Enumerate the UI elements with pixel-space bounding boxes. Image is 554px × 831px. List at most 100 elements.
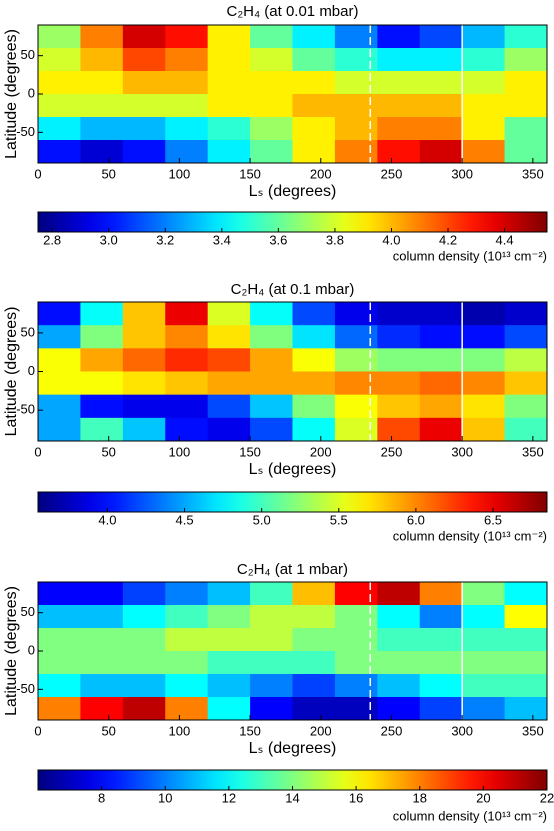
heat-cell <box>207 94 251 118</box>
heat-cell <box>504 628 547 652</box>
x-tick-label: 300 <box>451 166 473 181</box>
heat-cell <box>38 325 81 349</box>
heat-cell <box>250 628 293 652</box>
heat-cell <box>122 140 166 163</box>
heat-cell <box>377 394 421 419</box>
heat-cell <box>165 94 209 118</box>
heat-cell <box>122 417 166 441</box>
heat-cell <box>504 651 547 675</box>
heat-cell <box>462 140 506 163</box>
heat-cell <box>250 117 293 141</box>
x-axis-label: Lₛ (degrees) <box>249 740 337 757</box>
heat-cell <box>462 325 506 349</box>
heat-cell <box>462 697 506 720</box>
heat-cell <box>334 140 378 163</box>
heat-cell <box>207 371 251 396</box>
heat-cell <box>250 325 293 349</box>
heat-cell <box>334 71 378 95</box>
colorbar-tick-label: 20 <box>476 790 490 805</box>
heat-cell <box>377 94 421 118</box>
y-tick-label: -50 <box>16 124 35 139</box>
heat-cell <box>250 651 293 675</box>
heat-cell <box>504 48 547 72</box>
heat-cell <box>38 674 81 698</box>
y-tick-label: 0 <box>28 642 35 657</box>
colorbar-label: column density (10¹³ cm⁻²) <box>393 528 547 543</box>
colorbar-tick-label: 22 <box>540 790 554 805</box>
x-tick-label: 350 <box>522 166 544 181</box>
heat-cell <box>377 651 421 675</box>
heat-cell <box>80 674 124 698</box>
heatmap <box>38 302 547 441</box>
heat-cell <box>80 417 124 441</box>
heat-cell <box>292 48 336 72</box>
heat-cell <box>292 302 336 326</box>
heat-cell <box>334 394 378 419</box>
heat-cell <box>122 651 166 675</box>
heat-cell <box>462 25 506 49</box>
heat-cell <box>38 48 81 72</box>
heat-cell <box>207 582 251 606</box>
x-tick-label: 300 <box>451 444 473 459</box>
colorbar-tick-label: 16 <box>349 790 363 805</box>
heat-cell <box>377 674 421 698</box>
heat-cell <box>122 394 166 419</box>
heat-cell <box>462 394 506 419</box>
heat-cell <box>377 325 421 349</box>
colorbar-tick-label: 6.5 <box>484 512 502 527</box>
heat-cell <box>250 394 293 419</box>
heat-cell <box>504 348 547 372</box>
heat-cell <box>38 605 81 629</box>
x-tick-label: 100 <box>169 444 191 459</box>
x-tick-label: 200 <box>310 444 332 459</box>
colorbar-tick-label: 5.0 <box>253 512 271 527</box>
heat-cell <box>504 394 547 419</box>
heat-cell <box>80 348 124 372</box>
colorbar-tick-label: 5.5 <box>330 512 348 527</box>
heat-cell <box>165 71 209 95</box>
heat-cell <box>292 348 336 372</box>
x-tick-label: 150 <box>239 723 261 738</box>
heat-cell <box>250 582 293 606</box>
heat-cell <box>38 140 81 163</box>
heat-cell <box>334 582 378 606</box>
heat-cell <box>122 117 166 141</box>
heat-cell <box>207 628 251 652</box>
heat-cell <box>462 71 506 95</box>
heat-cell <box>462 674 506 698</box>
x-tick-label: 150 <box>239 166 261 181</box>
heat-cell <box>122 302 166 326</box>
heat-cell <box>504 674 547 698</box>
heat-cell <box>377 48 421 72</box>
heat-cell <box>419 651 463 675</box>
x-axis-label: Lₛ (degrees) <box>249 183 337 200</box>
y-tick-label: -50 <box>16 402 35 417</box>
heat-cell <box>504 325 547 349</box>
heat-cell <box>250 71 293 95</box>
heat-cell <box>419 674 463 698</box>
heat-cell <box>122 582 166 606</box>
heat-cell <box>207 605 251 629</box>
heat-cell <box>419 348 463 372</box>
heat-cell <box>207 71 251 95</box>
heat-cell <box>462 117 506 141</box>
heat-cell <box>462 417 506 441</box>
heat-cell <box>165 302 209 326</box>
heat-cell <box>165 417 209 441</box>
heat-cell <box>462 371 506 396</box>
heat-cell <box>80 394 124 419</box>
y-tick-label: 50 <box>21 324 35 339</box>
heat-cell <box>462 605 506 629</box>
heat-cell <box>292 628 336 652</box>
heat-cell <box>38 628 81 652</box>
heat-cell <box>80 140 124 163</box>
heat-cell <box>38 94 81 118</box>
heat-cell <box>165 582 209 606</box>
heat-cell <box>377 582 421 606</box>
heat-cell <box>419 25 463 49</box>
heat-cell <box>292 651 336 675</box>
heat-cell <box>207 348 251 372</box>
heat-cell <box>292 674 336 698</box>
heat-cell <box>207 302 251 326</box>
heat-cell <box>292 371 336 396</box>
